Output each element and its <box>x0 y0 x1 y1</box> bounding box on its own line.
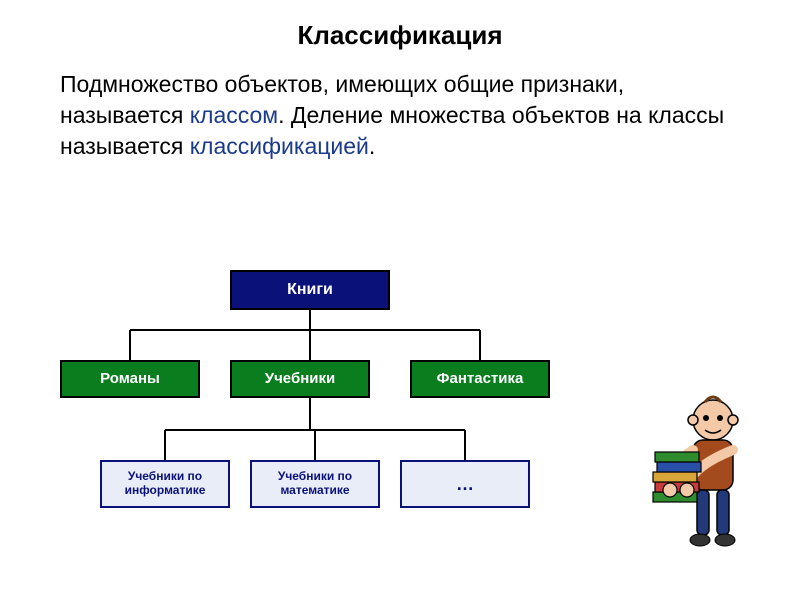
para-highlight-classification: классификацией <box>190 133 369 159</box>
page-title: Классификация <box>0 0 800 51</box>
node-lvl2-2: … <box>400 460 530 508</box>
para-text-3: . <box>369 133 375 159</box>
tree-diagram: Книги Романы Учебники Фантастика Учебник… <box>30 270 590 540</box>
definition-paragraph: Подмножество объектов, имеющих общие при… <box>0 51 800 162</box>
person-carrying-books-icon <box>635 390 765 550</box>
node-root: Книги <box>230 270 390 310</box>
node-lvl1-1: Учебники <box>230 360 370 398</box>
node-lvl1-0: Романы <box>60 360 200 398</box>
node-lvl2-0: Учебники по информатике <box>100 460 230 508</box>
node-lvl2-1: Учебники по математике <box>250 460 380 508</box>
node-lvl1-2: Фантастика <box>410 360 550 398</box>
para-highlight-class: классом <box>190 102 278 128</box>
